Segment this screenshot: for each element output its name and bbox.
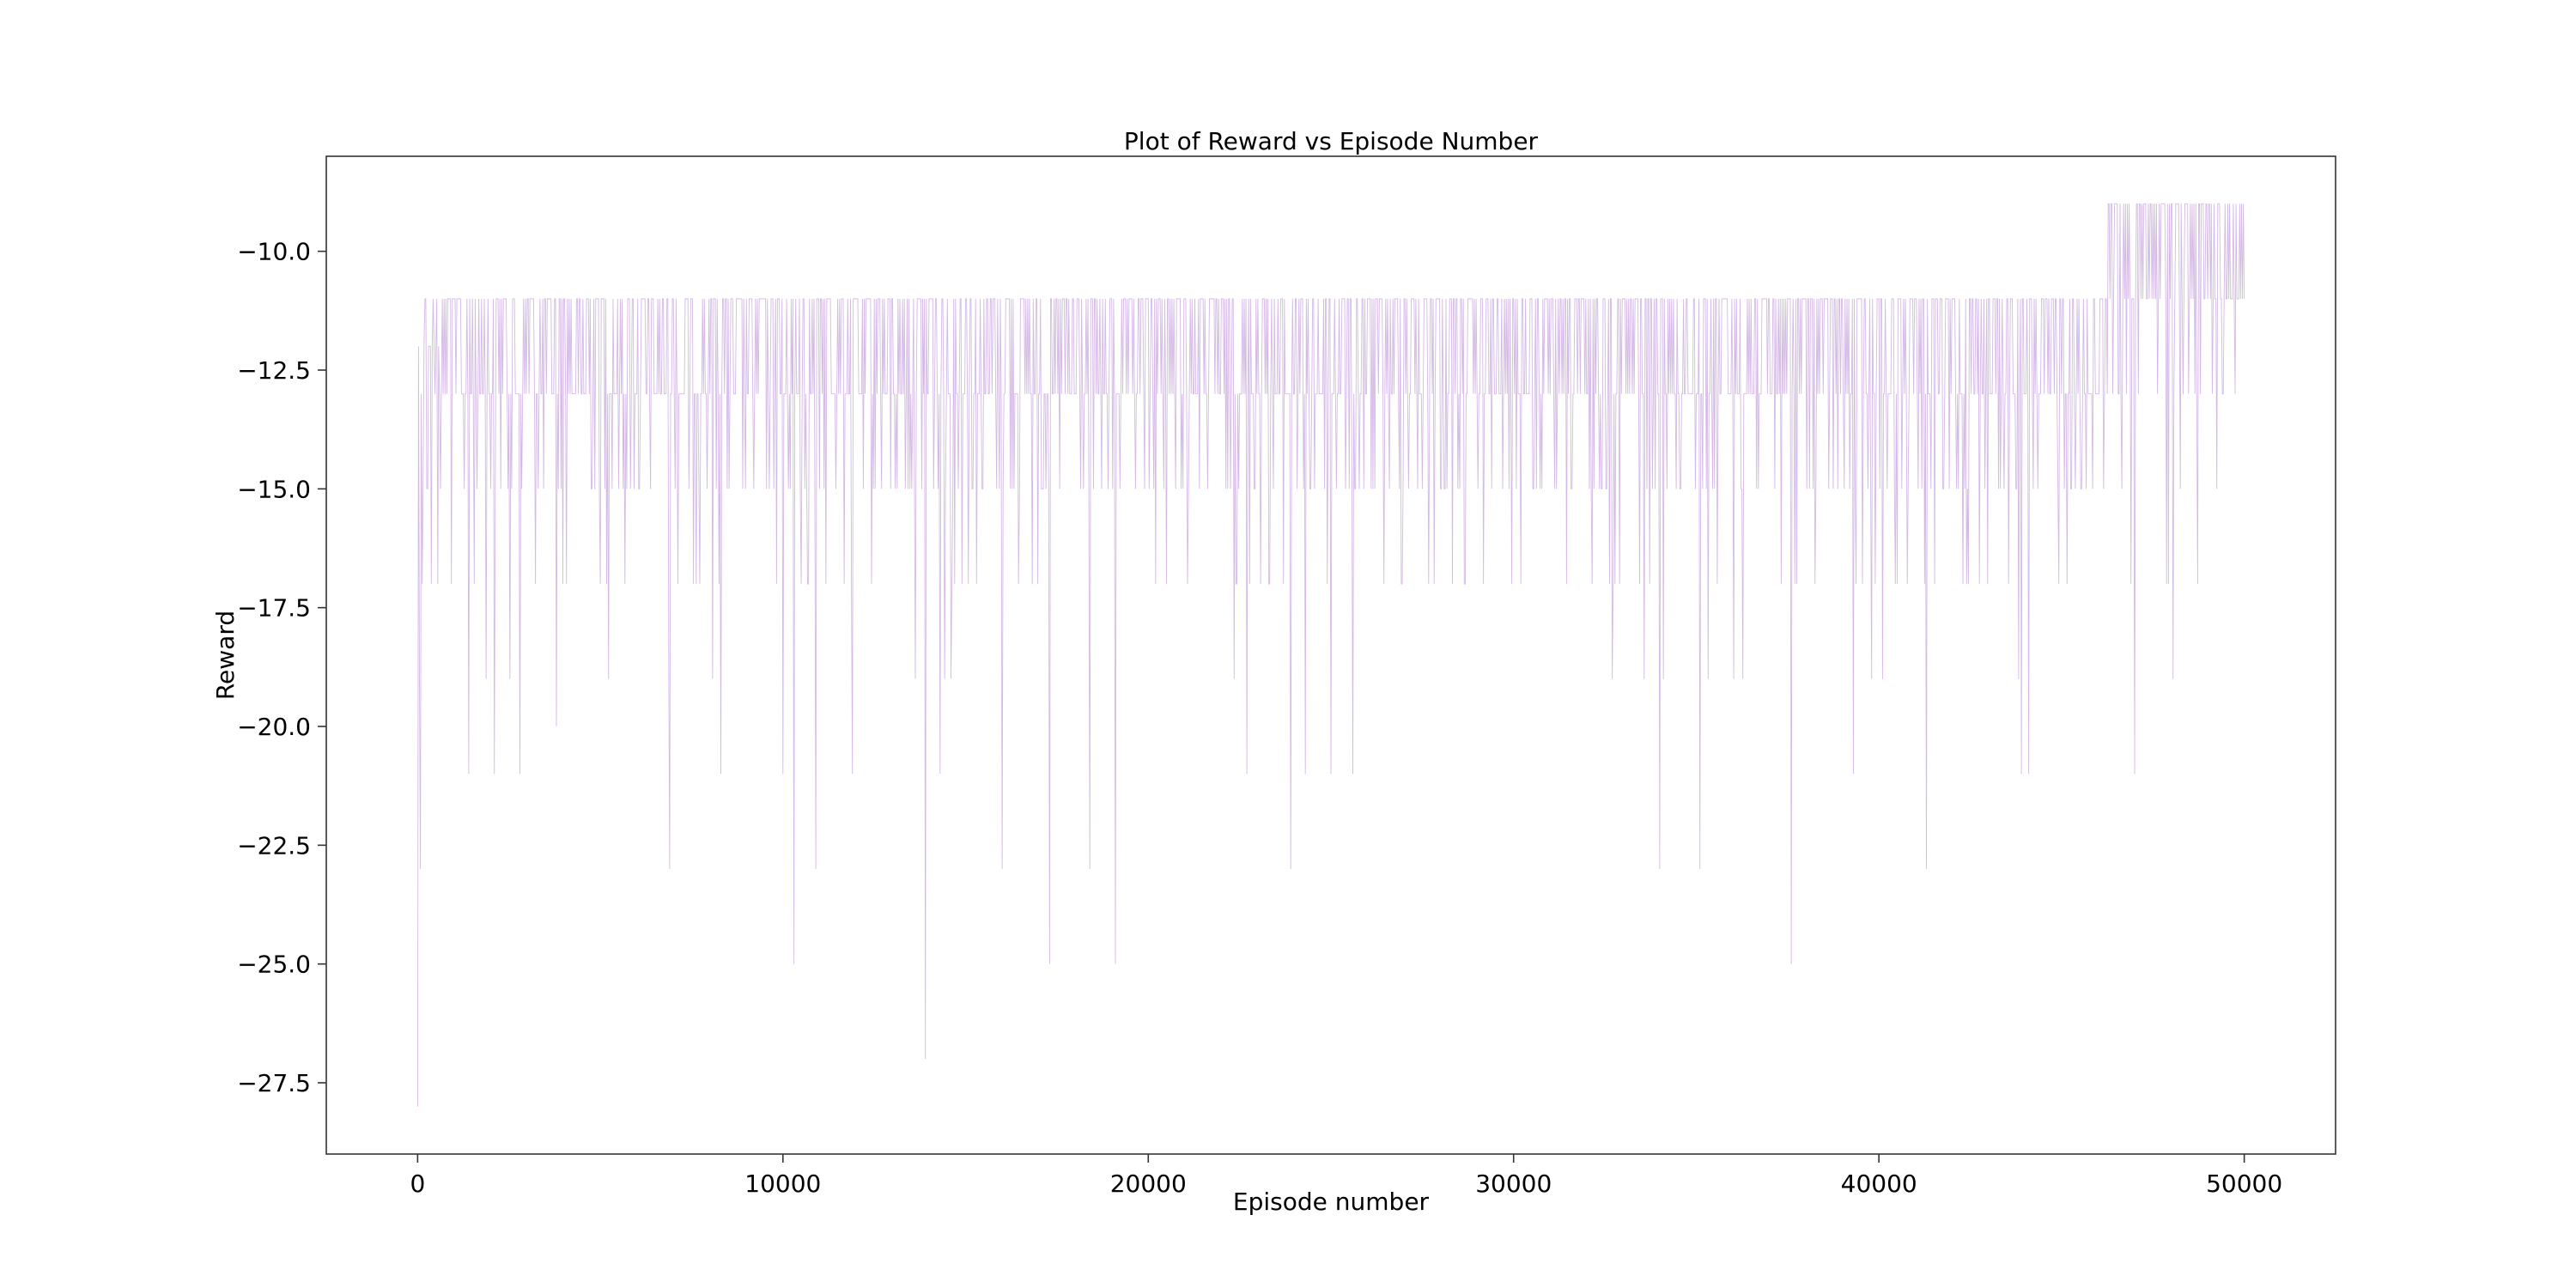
y-tick-label: −25.0 [237, 951, 311, 979]
x-tick-label: 0 [410, 1170, 425, 1198]
y-tick-label: −10.0 [237, 238, 311, 266]
x-tick-label: 50000 [2206, 1170, 2282, 1198]
y-tick-label: −12.5 [237, 356, 311, 385]
x-axis: 0 10000 20000 30000 40000 50000 [410, 1154, 2282, 1198]
y-tick-label: −22.5 [237, 831, 311, 860]
x-tick-label: 30000 [1475, 1170, 1552, 1198]
reward-line [416, 203, 2245, 1107]
reward-series [416, 203, 2245, 1107]
chart-title: Plot of Reward vs Episode Number [1124, 127, 1539, 155]
y-tick-label: −20.0 [237, 713, 311, 741]
plot-area [416, 203, 2245, 1107]
axes-frame [325, 155, 2336, 1155]
x-axis-label: Episode number [1233, 1188, 1430, 1216]
y-tick-label: −17.5 [237, 594, 311, 623]
y-axis-label: Reward [211, 611, 240, 700]
x-tick-label: 40000 [1841, 1170, 1917, 1198]
x-tick-label: 20000 [1110, 1170, 1187, 1198]
x-tick-label: 10000 [744, 1170, 821, 1198]
y-tick-label: −15.0 [237, 475, 311, 503]
y-tick-label: −27.5 [237, 1069, 311, 1097]
y-axis: −10.0 −12.5 −15.0 −17.5 −20.0 −22.5 −25.0 −27.5 [237, 238, 326, 1097]
